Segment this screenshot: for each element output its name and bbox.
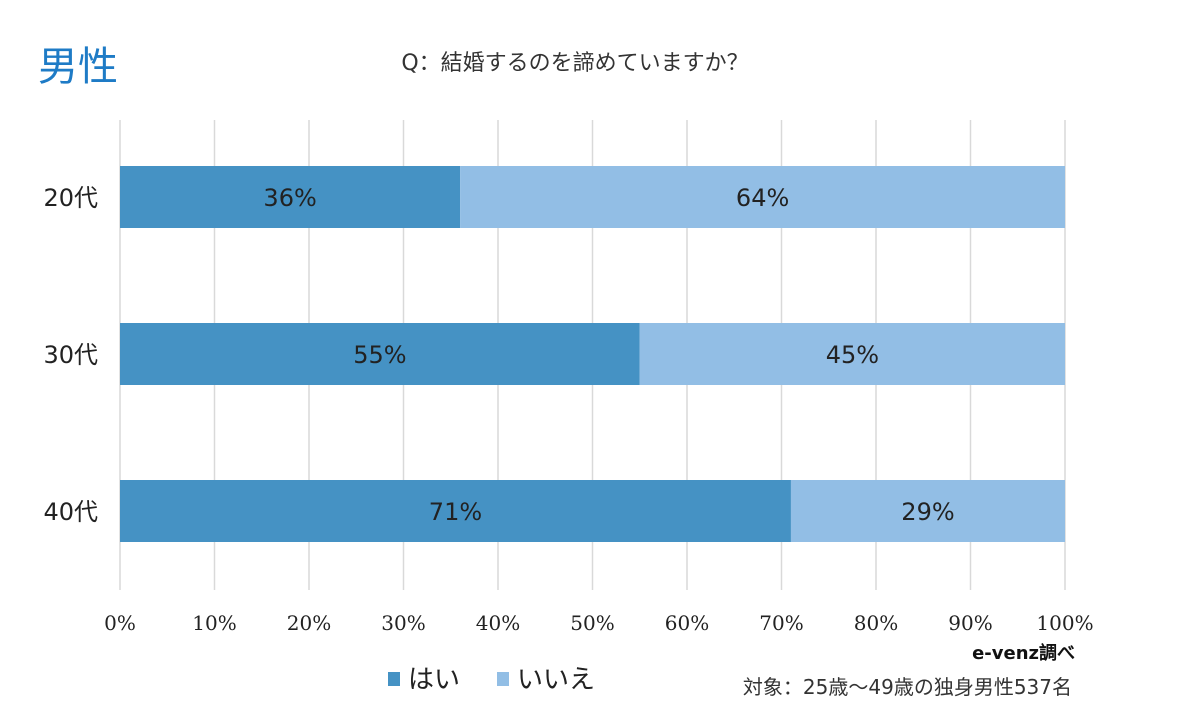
data-label: 36%: [263, 184, 316, 212]
legend-swatch: [388, 672, 400, 686]
legend-label: いいえ: [517, 665, 595, 695]
x-tick-label: 90%: [948, 611, 992, 635]
x-tick-label: 70%: [759, 611, 803, 635]
bar-segment-yes: [120, 480, 791, 542]
bar-segment-yes: [120, 166, 461, 228]
x-tick-label: 0%: [104, 611, 136, 635]
bar-segment-yes: [120, 323, 640, 385]
legend-label: はい: [408, 665, 460, 695]
x-tick-label: 100%: [1036, 611, 1093, 635]
x-tick-label: 20%: [287, 611, 331, 635]
x-tick-label: 30%: [381, 611, 425, 635]
data-label: 45%: [826, 341, 879, 369]
x-tick-label: 10%: [192, 611, 236, 635]
bar-segment-no: [790, 480, 1065, 542]
chart-heading: 男性: [38, 44, 118, 90]
category-label: 30代: [43, 341, 98, 369]
bar-segment-no: [639, 323, 1065, 385]
data-label: 64%: [736, 184, 789, 212]
category-label: 40代: [43, 498, 98, 526]
chart-title: Q：結婚するのを諦めていますか？: [401, 51, 748, 76]
bar-segment-no: [460, 166, 1065, 228]
data-label: 29%: [901, 498, 954, 526]
data-label: 71%: [429, 498, 482, 526]
data-label: 55%: [353, 341, 406, 369]
x-tick-label: 60%: [665, 611, 709, 635]
category-label: 20代: [43, 184, 98, 212]
legend: はい いいえ: [388, 665, 595, 695]
source-label: e-venz調べ: [972, 642, 1075, 664]
legend-swatch: [497, 672, 509, 686]
note-label: 対象：25歳〜49歳の独身男性537名: [743, 675, 1072, 699]
x-tick-label: 80%: [854, 611, 898, 635]
x-tick-label: 50%: [570, 611, 614, 635]
x-tick-label: 40%: [476, 611, 520, 635]
